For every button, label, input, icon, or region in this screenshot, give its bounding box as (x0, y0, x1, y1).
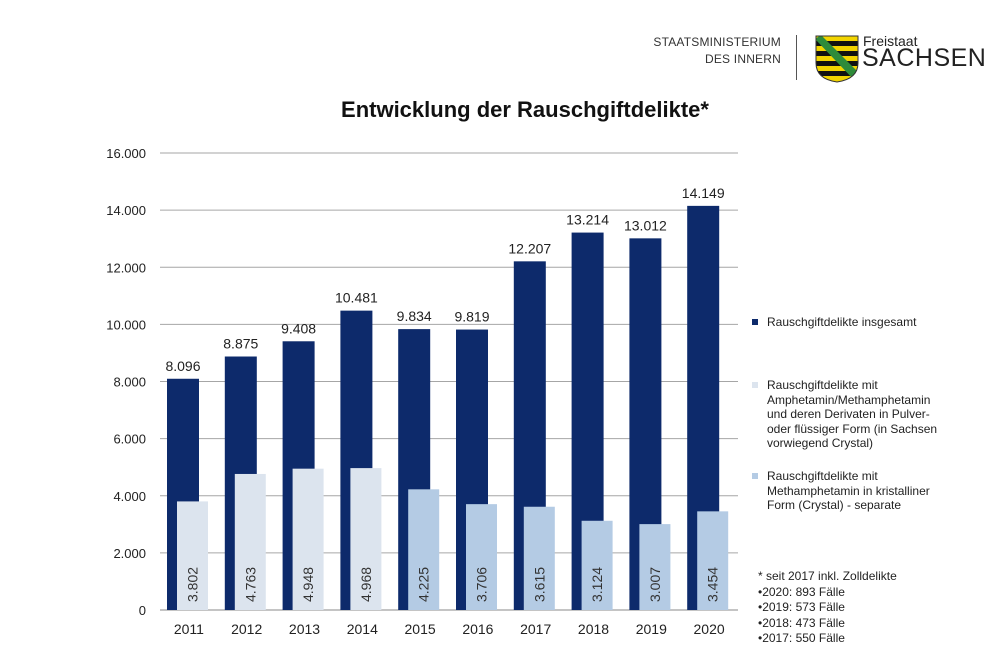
chart-title: Entwicklung der Rauschgiftdelikte* (341, 97, 709, 122)
legend-label-crystal: Rauschgiftdelikte mit Methamphetamin in … (767, 469, 930, 512)
bar-crystal (697, 511, 729, 610)
data-label-total: 9.408 (281, 320, 316, 336)
data-label-sub: 4.968 (358, 567, 374, 602)
x-tick-label: 2018 (578, 621, 609, 637)
y-tick-label: 8.000 (113, 375, 146, 390)
data-label-sub: 4.763 (242, 567, 258, 602)
data-label-total: 14.149 (682, 185, 725, 201)
bar-powder (292, 468, 324, 610)
header-divider (796, 35, 797, 80)
footnote-line: •2018: 473 Fälle (758, 615, 845, 630)
x-tick-label: 2014 (347, 621, 378, 637)
y-tick-label: 6.000 (113, 432, 146, 447)
x-tick-label: 2017 (520, 621, 551, 637)
x-tick-label: 2016 (462, 621, 493, 637)
data-label-total: 8.875 (223, 336, 258, 352)
bar-crystal (581, 520, 613, 610)
footnote-line: * seit 2017 inkl. Zolldelikte (758, 569, 897, 583)
data-label-total: 10.481 (335, 290, 378, 306)
legend-item-powder: Rauschgiftdelikte mit Amphetamin/Methamp… (752, 378, 952, 451)
data-label-total: 9.819 (454, 309, 489, 325)
legend-item-crystal: Rauschgiftdelikte mit Methamphetamin in … (752, 469, 952, 513)
data-label-total: 8.096 (165, 358, 200, 374)
bar-powder (350, 468, 382, 610)
y-tick-label: 2.000 (113, 546, 146, 561)
x-tick-label: 2013 (289, 621, 320, 637)
y-tick-label: 16.000 (106, 146, 146, 161)
ministry-line-1: STAATSMINISTERIUM (653, 35, 781, 49)
data-label-total: 12.207 (508, 240, 551, 256)
y-tick-label: 12.000 (106, 260, 146, 275)
x-tick-label: 2012 (231, 621, 262, 637)
legend-swatch-total (752, 319, 758, 325)
footnote-line: •2019: 573 Fälle (758, 600, 845, 614)
legend-item-total: Rauschgiftdelikte insgesamt (752, 315, 987, 330)
footnote: * seit 2017 inkl. Zolldelikte •2020: 893… (758, 569, 897, 647)
saxony-coat-of-arms-icon (815, 35, 859, 83)
bar-crystal (466, 504, 497, 610)
x-tick-label: 2020 (694, 621, 725, 637)
footnote-line: •2020: 893 Fälle (758, 584, 845, 599)
y-tick-label: 14.000 (106, 203, 146, 218)
data-label-sub: 4.948 (300, 567, 316, 602)
data-label-sub: 3.615 (531, 567, 547, 602)
legend-label-total: Rauschgiftdelikte insgesamt (767, 315, 917, 329)
legend-swatch-crystal (752, 473, 758, 479)
data-label-total: 13.214 (566, 212, 609, 228)
bar-powder (177, 501, 208, 610)
x-tick-label: 2011 (174, 621, 204, 637)
footnote-line: •2017: 550 Fälle (758, 631, 845, 645)
data-label-total: 13.012 (624, 217, 667, 233)
legend-swatch-powder (752, 382, 758, 388)
data-label-sub: 3.706 (474, 567, 490, 602)
data-label-sub: 3.124 (589, 567, 605, 602)
y-tick-label: 10.000 (106, 317, 146, 332)
bar-crystal (408, 489, 440, 610)
brand-freistaat: Freistaat (863, 33, 918, 49)
bar-crystal (639, 524, 671, 610)
data-label-sub: 3.007 (647, 567, 663, 602)
x-tick-label: 2019 (636, 621, 667, 637)
data-label-sub: 4.225 (416, 567, 432, 602)
data-label-sub: 3.454 (705, 567, 721, 602)
ministry-name: STAATSMINISTERIUM DES INNERN (653, 34, 781, 68)
bar-powder (234, 473, 266, 610)
y-tick-label: 4.000 (113, 489, 146, 504)
data-label-total: 9.834 (397, 308, 432, 324)
bar-crystal (523, 506, 555, 610)
y-tick-label: 0 (139, 603, 146, 618)
ministry-line-2: DES INNERN (704, 52, 781, 66)
data-label-sub: 3.802 (185, 567, 201, 602)
x-tick-label: 2015 (405, 621, 436, 637)
legend-label-powder: Rauschgiftdelikte mit Amphetamin/Methamp… (767, 378, 938, 450)
brand-sachsen: SACHSEN (862, 44, 987, 72)
